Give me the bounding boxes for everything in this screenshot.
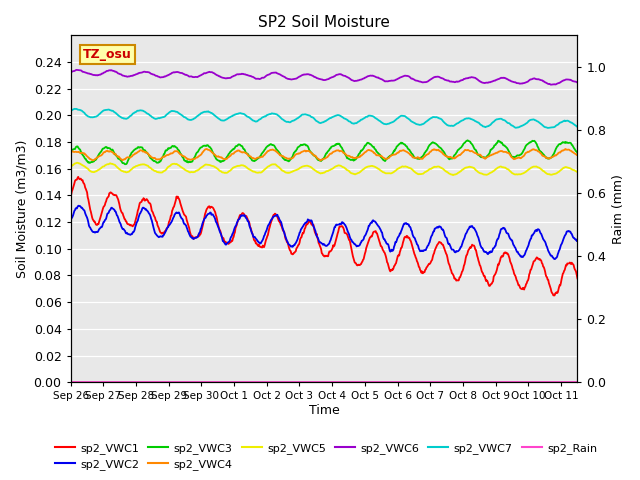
Y-axis label: Soil Moisture (m3/m3): Soil Moisture (m3/m3) bbox=[15, 140, 28, 278]
Title: SP2 Soil Moisture: SP2 Soil Moisture bbox=[258, 15, 390, 30]
Text: TZ_osu: TZ_osu bbox=[83, 48, 132, 61]
X-axis label: Time: Time bbox=[308, 404, 339, 417]
Y-axis label: Raim (mm): Raim (mm) bbox=[612, 174, 625, 244]
Legend: sp2_VWC1, sp2_VWC2, sp2_VWC3, sp2_VWC4, sp2_VWC5, sp2_VWC6, sp2_VWC7, sp2_Rain: sp2_VWC1, sp2_VWC2, sp2_VWC3, sp2_VWC4, … bbox=[51, 438, 602, 474]
